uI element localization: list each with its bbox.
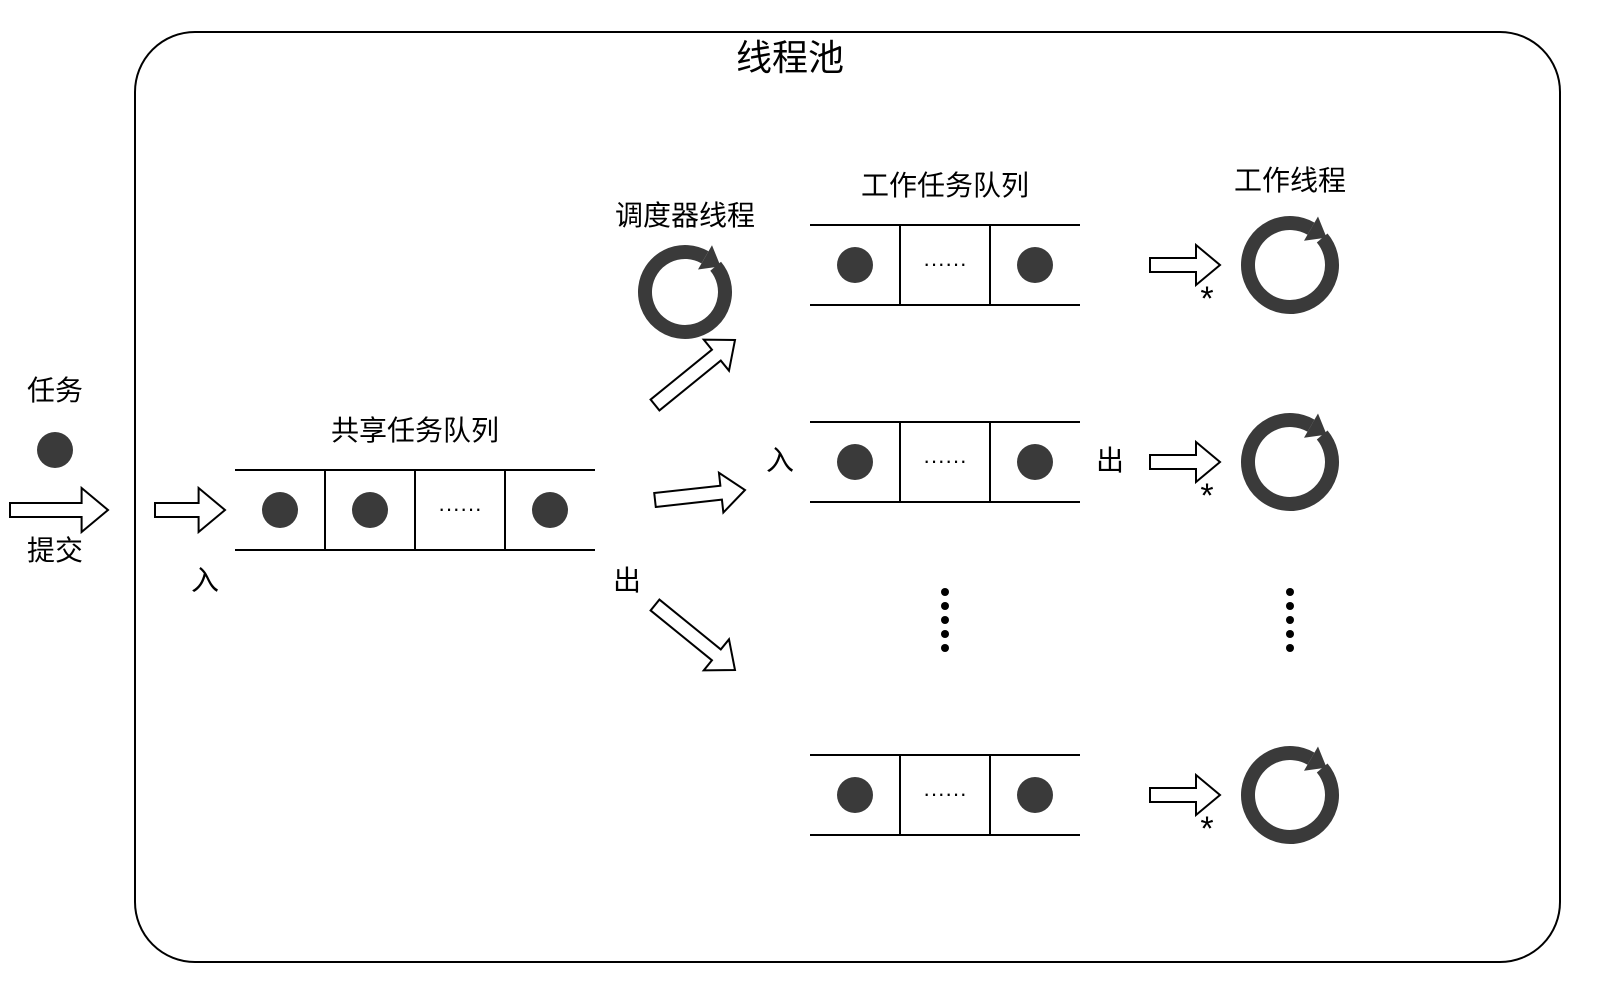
task-dot: [262, 492, 298, 528]
vdots: [941, 616, 949, 624]
vdots: [941, 588, 949, 596]
submit-arrow: [10, 488, 108, 532]
label-work_in: 入: [766, 445, 794, 476]
label-shared_out: 出: [613, 565, 641, 596]
arrows-group: [10, 245, 1220, 815]
task-dot: [1017, 444, 1053, 480]
task-marker: [37, 432, 73, 468]
vdots: [941, 630, 949, 638]
task-dot: [837, 247, 873, 283]
pool-box: [135, 32, 1560, 962]
queue: ······: [810, 225, 1080, 305]
label-star2: *: [1200, 477, 1213, 515]
ellipsis: ······: [438, 496, 482, 521]
to-worker-arrow: [1150, 442, 1220, 482]
to-worker-arrow: [1150, 245, 1220, 285]
vertical-dots: [941, 588, 1294, 652]
label-star1: *: [1200, 280, 1213, 318]
task-dot: [1017, 777, 1053, 813]
label-submit: 提交: [27, 535, 83, 566]
label-worker: 工作线程: [1234, 165, 1346, 196]
vdots: [1286, 644, 1294, 652]
ellipsis: ······: [923, 448, 967, 473]
label-pool_title: 线程池: [736, 37, 844, 78]
ellipsis: ······: [923, 781, 967, 806]
task-dot: [352, 492, 388, 528]
vdots: [1286, 616, 1294, 624]
to-worker-arrow: [1150, 775, 1220, 815]
label-scheduler: 调度器线程: [615, 200, 755, 231]
into-shared-queue-arrow: [155, 488, 225, 532]
queue: ······: [810, 422, 1080, 502]
task-dot: [837, 444, 873, 480]
label-work_queue: 工作任务队列: [861, 170, 1029, 201]
vdots: [941, 644, 949, 652]
fanout-arrow: [651, 600, 735, 671]
task-dot: [837, 777, 873, 813]
fanout-arrow: [651, 340, 735, 411]
label-task: 任务: [27, 375, 83, 406]
fanout-arrow: [654, 473, 745, 513]
dots-group: [37, 432, 73, 468]
queue: ······: [810, 755, 1080, 835]
task-dot: [532, 492, 568, 528]
label-shared_in: 入: [191, 565, 219, 596]
label-shared_queue: 共享任务队列: [331, 415, 499, 446]
label-star3: *: [1200, 810, 1213, 848]
vdots: [941, 602, 949, 610]
task-dot: [1017, 247, 1053, 283]
queue: ······: [235, 470, 595, 550]
vdots: [1286, 602, 1294, 610]
thread-pool-diagram: ························ 线程池任务提交共享任务队列入出…: [0, 0, 1600, 986]
ellipsis: ······: [923, 251, 967, 276]
vdots: [1286, 588, 1294, 596]
text-group: 线程池任务提交共享任务队列入出调度器线程工作任务队列入出工作线程***: [27, 37, 1346, 848]
label-work_out: 出: [1096, 445, 1124, 476]
cycle-icons: [645, 217, 1332, 837]
vdots: [1286, 630, 1294, 638]
